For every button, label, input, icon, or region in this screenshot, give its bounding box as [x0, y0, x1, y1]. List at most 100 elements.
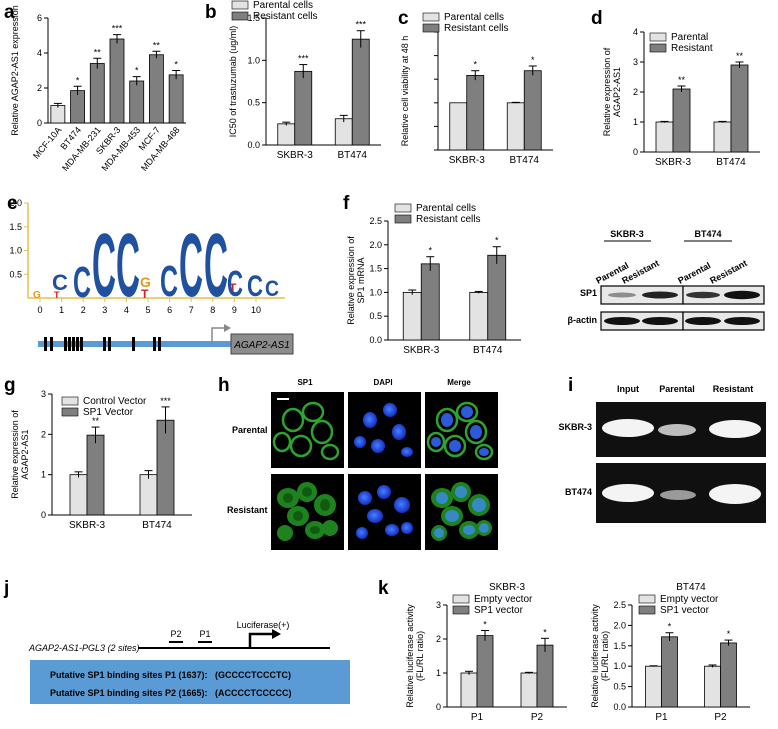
y-tick-label: 1.0 [369, 287, 382, 297]
significance-mark: * [668, 622, 672, 632]
y-axis-label: IC50 of trastuzumab (ug/ml) [228, 26, 238, 138]
logo-letter: C [52, 270, 68, 295]
bar [476, 635, 494, 708]
legend-label: Parental cells [416, 203, 476, 214]
wb-row-label: SP1 [580, 288, 597, 298]
if-column-label: SP1 [297, 378, 313, 387]
legend-swatch [638, 594, 656, 604]
panel-letter-h: h [218, 375, 230, 396]
logo-letter: C [73, 258, 91, 307]
y-tick-label: 1.5 [613, 641, 626, 651]
site-mark [76, 337, 79, 351]
sp1-nuclei-resistant [283, 487, 330, 534]
bar [139, 474, 158, 516]
legend-label: SP1 vector [660, 605, 710, 616]
legend-swatch [638, 605, 656, 615]
significance-mark: * [473, 60, 477, 70]
y-axis-label: Relative luciferase activity(FL/RL ratio… [405, 604, 425, 708]
significance-mark: ** [678, 75, 686, 85]
significance-mark: * [543, 627, 547, 637]
legend-swatch [452, 605, 470, 615]
panel-letter-e: e [7, 193, 18, 214]
gel-band [602, 419, 654, 437]
wb-box [682, 285, 765, 305]
promoter-track [38, 341, 238, 347]
wb-band [685, 317, 721, 325]
binding-site-marks [44, 337, 161, 351]
chart-k1: 0 1 2 3 Relative luciferase activity(FL/RL r… [405, 582, 567, 723]
logo-letters: G T C C C C T G C C C T C C C [33, 216, 279, 316]
gel-band [660, 490, 696, 500]
significance-mark: * [174, 60, 178, 70]
gel-band [709, 420, 761, 438]
bar [129, 80, 145, 124]
bar [149, 54, 164, 124]
wb-row-label: β-actin [568, 315, 598, 325]
bar [661, 636, 678, 708]
bar [460, 672, 478, 708]
x-tick-label: BT474 [510, 155, 540, 166]
dapi-nuclei-parental [354, 403, 413, 457]
bar [420, 263, 440, 341]
binding-site-p2: Putative SP1 binding sites P2 (1665): (A… [50, 688, 292, 698]
wb-band [724, 290, 760, 300]
y-axis-label-line: AGAP2-AS1 [612, 67, 622, 117]
bar [536, 644, 554, 708]
legend-swatch [394, 214, 412, 224]
y-tick-label: 2 [633, 87, 638, 97]
x-tick-label: P1 [655, 712, 668, 723]
y-tick-label: 0.0 [613, 702, 626, 712]
y-axis-label: Relative expression ofAGAP2-AS1 [602, 47, 622, 136]
bar [730, 64, 749, 153]
y-tick-label: 1 [633, 117, 638, 127]
y-tick-label: 4 [37, 48, 42, 58]
wb-group-label: BT474 [694, 229, 721, 239]
y-tick-label: 2.5 [369, 216, 382, 226]
significance-mark: * [495, 236, 499, 246]
legend-swatch [649, 32, 667, 42]
wb-band [608, 292, 636, 298]
gel-column-label: Parental [659, 384, 695, 394]
if-column-label: DAPI [373, 378, 392, 387]
x-tick-label: BT474 [338, 150, 368, 161]
y-axis-label-line: Relative expression of [602, 47, 612, 136]
panel-letter-i: i [568, 375, 574, 396]
x-tick-label: SKBR-3 [655, 157, 692, 168]
p1-label: P1 [199, 629, 210, 639]
y-tick-label: 2 [41, 429, 46, 439]
significance-mark: ** [94, 47, 102, 57]
wb-band [604, 317, 640, 325]
y-tick-label: 0.0 [369, 335, 382, 345]
y-axis-label: Relative expression ofAGAP2-AS1 [10, 410, 30, 499]
sp1-cells-resistant [277, 482, 338, 541]
site-mark [72, 337, 75, 351]
binding-site-p1: Putative SP1 binding sites P1 (1637): (G… [50, 670, 291, 680]
wb-lane-label: Resistant [708, 258, 748, 286]
site-mark [153, 337, 156, 351]
gel-column-label: Resistant [713, 384, 754, 394]
gel-band [709, 484, 761, 504]
significance-mark: ** [153, 40, 161, 50]
y-axis-label-line: Relative expression of [10, 410, 20, 499]
bar [351, 38, 370, 146]
wb-lane-label: Parental [676, 260, 712, 286]
legend-label: Control Vector [83, 396, 147, 407]
logo-x-tick-label: 3 [102, 305, 107, 315]
logo-letter: C [247, 270, 263, 303]
legend-label: Resistant cells [416, 214, 480, 225]
tss-arrowhead [224, 324, 231, 332]
chart-title: BT474 [676, 582, 706, 593]
legend-label: Parental cells [444, 12, 504, 23]
y-tick-label: 0.5 [613, 682, 626, 692]
bar [449, 102, 468, 151]
logo-letter: C [92, 216, 116, 316]
significance-mark: ** [92, 416, 100, 426]
significance-mark: * [531, 55, 535, 65]
bar [487, 254, 507, 341]
legend-swatch [422, 12, 440, 22]
merge-cells-parental [426, 401, 494, 461]
bar [294, 70, 313, 146]
legend-label: SP1 Vector [83, 407, 134, 418]
logo-letter: C [116, 216, 140, 316]
y-tick-label: 2.0 [613, 620, 626, 630]
